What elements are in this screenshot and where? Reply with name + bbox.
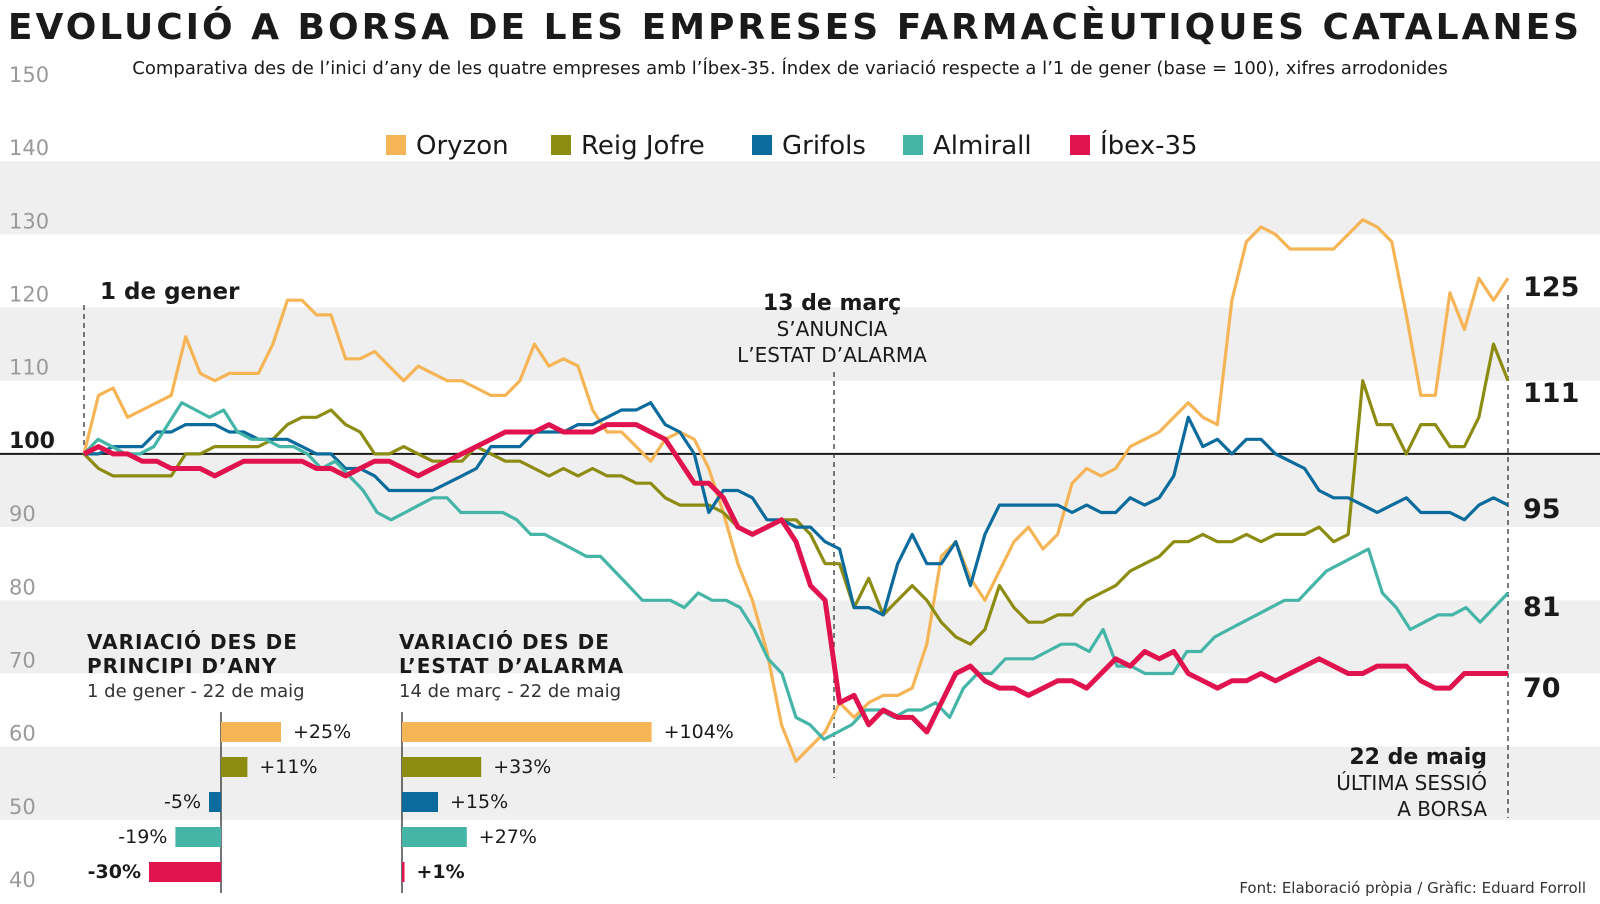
y-tick-label: 50 <box>9 795 36 819</box>
series-line--bex-35 <box>82 422 1508 735</box>
y-tick-label: 130 <box>9 209 49 233</box>
bar-chart-subtitle: 1 de gener - 22 de maig <box>87 681 305 702</box>
series-line-reig-jofre <box>82 342 1510 646</box>
bar-chart-title: PRINCIPI D’ANY <box>87 654 277 678</box>
chart-title: EVOLUCIÓ A BORSA DE LES EMPRESES FARMACÈ… <box>8 6 1582 48</box>
final-value-label: 111 <box>1523 378 1579 409</box>
y-tick-label: 70 <box>9 648 36 672</box>
annotation-end-line2: A BORSA <box>1397 797 1487 821</box>
y-tick-label: 110 <box>9 356 49 380</box>
annotation-start: 1 de gener <box>100 279 240 305</box>
bar-value-label: +11% <box>259 756 317 778</box>
final-value-label: 125 <box>1523 272 1579 303</box>
bar <box>402 792 438 812</box>
legend-label: Íbex-35 <box>1100 129 1198 161</box>
legend: Oryzon Reig Jofre Grifols Almirall Íbex-35 <box>386 129 1198 161</box>
bar <box>402 827 467 847</box>
bar <box>221 722 281 742</box>
final-value-label: 81 <box>1523 592 1561 623</box>
legend-label: Oryzon <box>416 131 509 161</box>
bar-chart-subtitle: 14 de març - 22 de maig <box>399 681 621 702</box>
bar-value-label: -19% <box>118 826 167 848</box>
annotation-alarm-line2: L’ESTAT D’ALARMA <box>737 343 927 367</box>
y-tick-label: 150 <box>9 63 49 87</box>
bar-chart-title: L’ESTAT D’ALARMA <box>399 654 624 678</box>
legend-label: Grifols <box>782 131 866 161</box>
legend-label: Reig Jofre <box>581 131 705 161</box>
series-lines <box>82 218 1510 763</box>
bar-value-label: +1% <box>417 861 465 883</box>
bar-value-label: -5% <box>164 791 201 813</box>
bar-value-label: +27% <box>479 826 537 848</box>
y-axis-ticks: 150 140 130 120 110 100 90 80 70 60 50 40 <box>9 63 55 892</box>
chart-subtitle: Comparativa des de l’inici d’any de les … <box>132 57 1447 79</box>
y-tick-label: 60 <box>9 722 36 746</box>
bar-value-label: -30% <box>88 861 141 883</box>
y-tick-label: 90 <box>9 502 36 526</box>
bar-value-label: +104% <box>664 721 734 743</box>
bar-chart-title: VARIACIÓ DES DE <box>399 630 610 654</box>
grid-band <box>0 307 1600 381</box>
y-tick-label: 120 <box>9 283 49 307</box>
bar-chart-alarm: VARIACIÓ DES DEL’ESTAT D’ALARMA 14 de mar… <box>399 630 734 893</box>
legend-swatch <box>903 135 923 155</box>
bar-value-label: +33% <box>493 756 551 778</box>
bar <box>402 722 652 742</box>
bar <box>209 792 221 812</box>
annotation-lines <box>83 295 1509 818</box>
legend-swatch <box>386 135 406 155</box>
bar-value-label: +25% <box>293 721 351 743</box>
annotation-alarm-line1: S’ANUNCIA <box>777 317 888 341</box>
y-tick-label: 140 <box>9 136 49 160</box>
y-tick-label: 40 <box>9 868 36 892</box>
legend-swatch <box>752 135 772 155</box>
grid-band <box>0 161 1600 235</box>
bar-chart-title: VARIACIÓ DES DE <box>87 630 298 654</box>
final-value-label: 70 <box>1523 673 1561 704</box>
annotation-end-date: 22 de maig <box>1349 745 1487 770</box>
bar <box>221 757 248 777</box>
final-value-label: 95 <box>1523 494 1561 525</box>
series-line-oryzon <box>82 218 1510 763</box>
y-tick-label: 100 <box>9 429 55 454</box>
grid-band <box>0 600 1600 674</box>
annotation-alarm-date: 13 de març <box>763 291 901 316</box>
annotation-end-line1: ÚLTIMA SESSIÓ <box>1336 771 1487 795</box>
bar-value-label: +15% <box>450 791 508 813</box>
source-credit: Font: Elaboració pròpia / Gràfic: Eduard… <box>1239 879 1586 897</box>
bar <box>149 862 221 882</box>
grid-bands <box>0 161 1600 820</box>
bar <box>402 862 405 882</box>
legend-swatch <box>1070 135 1090 155</box>
y-tick-label: 80 <box>9 575 36 599</box>
legend-label: Almirall <box>933 131 1032 161</box>
legend-swatch <box>551 135 571 155</box>
grid-band <box>0 453 1600 528</box>
bar <box>175 827 221 847</box>
bar <box>402 757 482 777</box>
series-line-grifols <box>84 401 1509 617</box>
final-value-labels: 125 111 95 81 70 <box>1523 272 1579 704</box>
